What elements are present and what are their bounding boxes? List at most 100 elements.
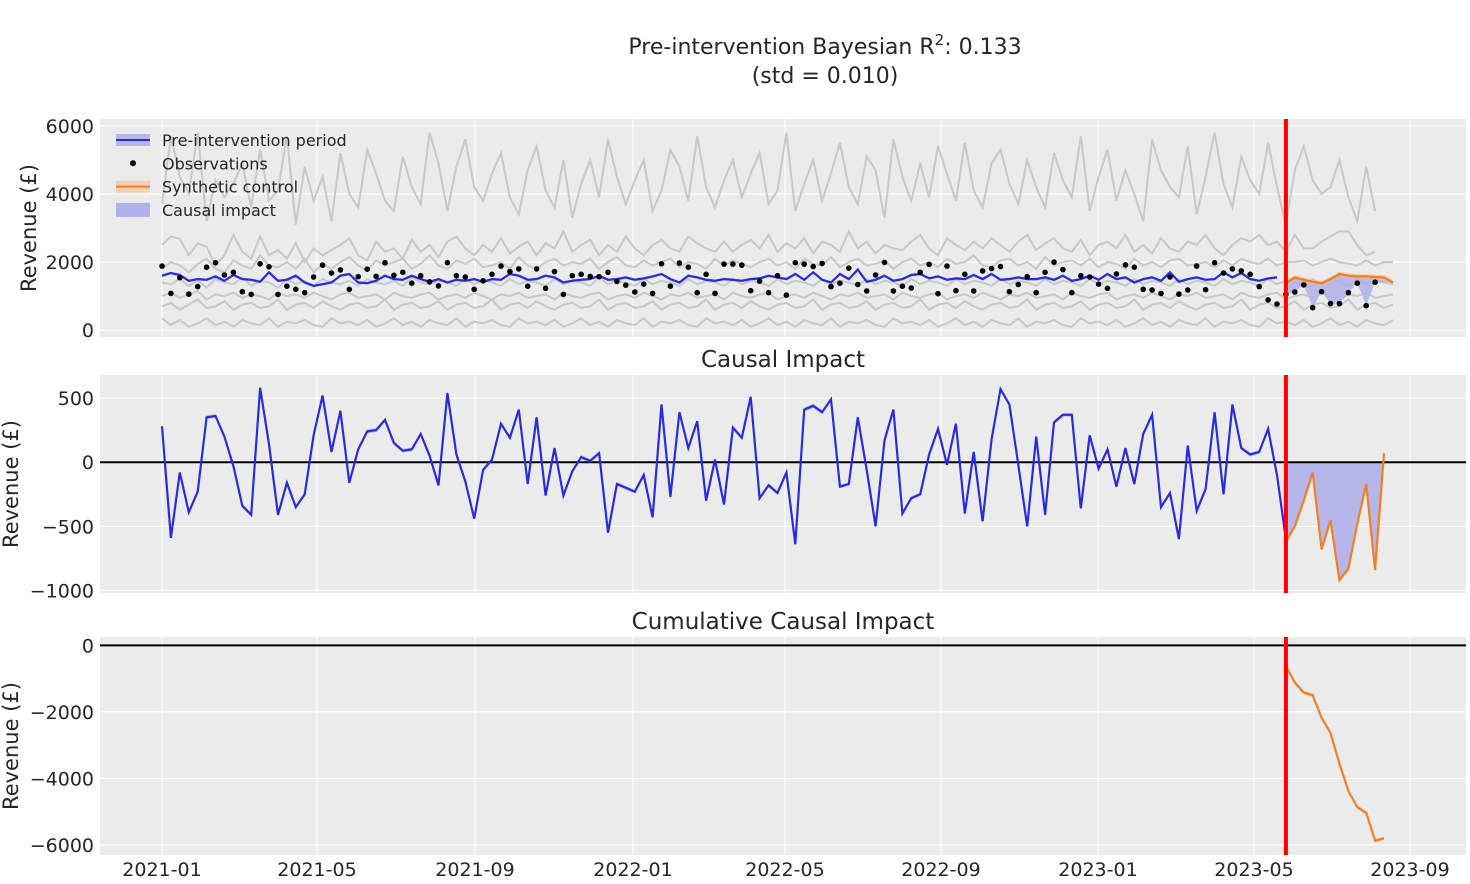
title-superscript: 2 [935,31,945,49]
synthetic-control-line [1285,272,1394,285]
observation-point [801,261,807,267]
observation-point [417,272,424,279]
legend-label: Synthetic control [162,178,298,197]
panel-top: 0 2000 4000 6000 Revenue (£) Pre-interventi… [17,116,1466,342]
legend-swatch-dot [130,160,136,167]
observation-point [765,289,772,296]
observation-point [1265,297,1271,303]
x-tick-label: 2021-01 [122,859,201,881]
observation-point [578,271,584,278]
observation-point [1158,290,1164,297]
observation-point [355,273,362,280]
observation-point [783,292,790,298]
observation-point [1167,274,1173,280]
observation-point [1247,271,1253,278]
observation-point [997,263,1004,270]
observation-point [685,264,692,271]
donor-line [161,276,1394,289]
y-tick-label: −2000 [30,702,94,724]
observation-point [1015,281,1022,288]
legend-swatch [116,202,150,217]
observation-point [614,278,620,285]
donor-line [161,132,1377,226]
observation-point [703,271,709,278]
observation-point [186,291,192,297]
observation-point [1185,287,1191,293]
legend-label: Causal impact [162,201,276,220]
donor-line [161,289,1394,301]
observation-point [881,259,888,266]
observation-point [364,266,371,273]
observation-point [1131,264,1138,271]
panel-top-yticks: 0 2000 4000 6000 [46,116,94,342]
observation-point [516,266,522,272]
observation-point [230,269,237,276]
panel-middle: Causal Impact −1000 −500 0 500 Revenue (£) [0,347,1466,602]
observation-point [944,263,950,269]
observation-point [632,289,638,295]
observation-point [1113,271,1120,277]
impact-line-post [1284,453,1386,583]
impact-line-pre [160,385,1287,545]
observation-point [694,289,700,296]
observation-point [988,265,995,272]
observation-point [560,291,567,298]
panel-bottom: Cumulative Causal Impact −6000 −4000 −2000… [0,609,1466,857]
x-tick-label: 2023-05 [1214,859,1293,881]
observation-point [212,259,219,266]
x-tick-label: 2021-09 [435,859,514,881]
observation-point [596,273,602,280]
observation-point [382,259,388,266]
observation-point [1069,289,1075,296]
observation-point [168,290,174,297]
observation-point [649,290,656,297]
observation-point [239,288,246,295]
observation-point [337,267,344,273]
observation-point [747,287,754,294]
x-tick-label: 2023-09 [1370,859,1449,881]
observation-point [1363,302,1369,309]
panel-middle-series [100,375,1466,593]
observation-point [462,274,469,280]
observation-point [1256,283,1262,290]
observation-point [1238,268,1245,274]
observation-point [828,283,834,290]
observation-point [293,286,299,293]
donor-line [161,229,1376,268]
observation-point [221,272,228,278]
panel-middle-grid [100,375,1466,593]
observation-point [400,269,406,276]
y-tick-label: −4000 [30,768,94,790]
observation-point [498,263,504,269]
x-tick-label: 2022-09 [901,859,980,881]
cumulative-impact-line [1284,665,1385,843]
legend-label: Pre-intervention period [162,131,347,150]
donor-line [161,298,1394,312]
observation-point [819,260,825,267]
observation-point [1354,280,1361,287]
observation-point [1149,287,1155,293]
observation-point [471,286,478,293]
donor-line [161,316,1394,329]
observation-point [962,271,968,278]
y-tick-label: 6000 [46,116,94,138]
observation-point [810,263,816,270]
observation-point [1051,259,1057,265]
y-tick-label: 0 [82,635,94,657]
observation-point [1327,300,1334,307]
observation-point [203,264,210,271]
observation-point [373,273,379,280]
observation-point [533,266,540,272]
observation-point [453,272,460,279]
observation-point [177,274,183,281]
x-tick-label: 2023-01 [1058,859,1137,881]
observation-point [1336,300,1343,307]
observation-point [605,269,611,276]
observation-point [194,283,201,290]
observation-point [730,261,736,267]
observation-point [1176,291,1182,297]
observation-point [792,259,799,266]
observation-point [1033,289,1039,296]
observation-point [524,283,531,290]
